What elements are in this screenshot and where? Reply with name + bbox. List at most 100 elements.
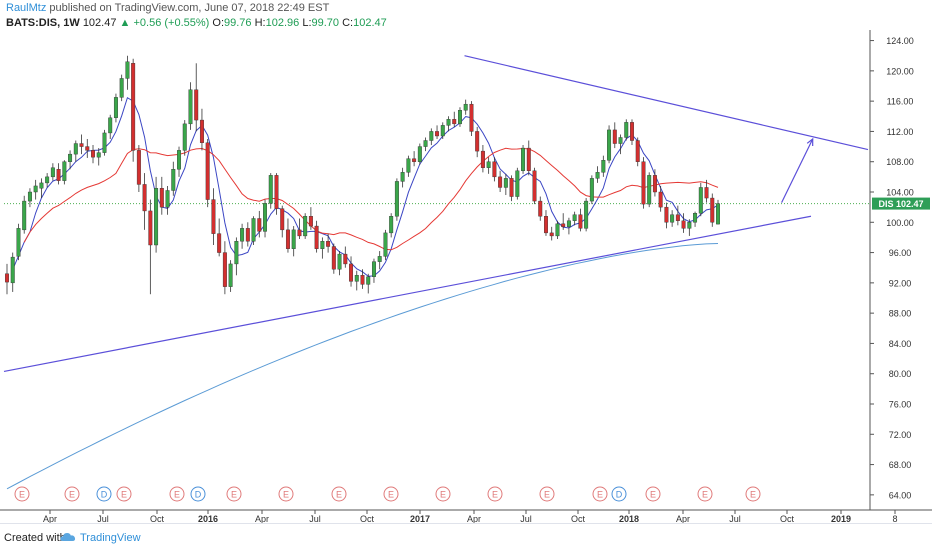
candle-body — [578, 214, 583, 229]
x-tick-label: Apr — [676, 514, 690, 523]
x-tick-label: 8 — [892, 514, 897, 523]
candle-body — [303, 216, 308, 237]
candle — [119, 74, 124, 102]
candle-body — [509, 178, 514, 197]
candle-body — [624, 122, 629, 138]
dividend-event-icon: D — [190, 486, 206, 502]
candle-body — [687, 222, 692, 229]
event-circle — [96, 486, 112, 502]
candle-body — [85, 146, 90, 151]
candle-body — [595, 172, 600, 179]
candle-body — [475, 131, 480, 152]
y-tick-label: 112.00 — [887, 127, 914, 137]
candle — [251, 216, 256, 245]
candle-body — [521, 147, 526, 171]
candle — [159, 176, 164, 215]
candle — [228, 260, 233, 292]
candle-body — [16, 228, 21, 257]
ma-fast-line — [12, 96, 719, 277]
candle-body — [457, 110, 462, 125]
tradingview-brand[interactable]: TradingView — [80, 532, 141, 544]
candle-body — [377, 256, 382, 262]
candle-body — [435, 131, 440, 137]
candle — [234, 237, 239, 276]
candle — [108, 114, 113, 139]
candle — [148, 199, 153, 295]
candle-body — [245, 228, 250, 242]
candle-body — [240, 228, 245, 242]
candle-body — [177, 150, 181, 170]
candle — [417, 143, 422, 165]
candle-body — [532, 170, 537, 202]
candle — [96, 148, 101, 166]
candle-body — [538, 200, 543, 217]
candle — [716, 199, 720, 225]
candle-body — [383, 232, 388, 257]
candle-body — [630, 122, 634, 141]
candle-body — [681, 220, 686, 229]
candle-body — [343, 253, 348, 265]
support-trendline — [3, 215, 812, 373]
candle — [641, 157, 646, 209]
candle — [572, 211, 577, 226]
candle — [205, 139, 210, 208]
candle — [687, 219, 692, 236]
candle-body — [211, 199, 216, 234]
candle — [710, 193, 715, 227]
candle — [125, 55, 130, 90]
author-link[interactable]: RaulMtz — [6, 2, 47, 14]
x-tick-label: Oct — [150, 514, 165, 523]
event-label: E — [283, 490, 289, 500]
tradingview-cloud-icon — [60, 533, 76, 541]
candle-body — [159, 188, 164, 208]
x-tick-label: Oct — [571, 514, 586, 523]
candle — [171, 161, 176, 196]
candle — [303, 213, 308, 239]
candle — [423, 137, 428, 152]
candle — [280, 205, 285, 238]
y-tick-label: 80.00 — [889, 369, 912, 379]
event-label: E — [544, 490, 550, 500]
earnings-event-icon: E — [697, 486, 713, 502]
price-chart[interactable]: E E D E E D E E E E E E E E D E E E 124.00 120.00 116.00 112… — [0, 0, 932, 523]
candle — [33, 179, 38, 200]
candle-body — [79, 143, 84, 147]
candle-body — [371, 261, 376, 277]
candle — [612, 122, 617, 149]
candle — [257, 210, 262, 238]
candle-body — [291, 229, 296, 249]
candle — [664, 202, 669, 229]
candle-body — [589, 178, 594, 202]
candle — [79, 134, 84, 155]
axes-group — [0, 30, 932, 514]
candle-body — [171, 169, 176, 191]
candle — [589, 175, 594, 205]
published-text: published on TradingView.com, June 07, 2… — [49, 2, 330, 14]
candle — [377, 251, 382, 270]
candle-body — [205, 142, 210, 200]
price-tag-value: 102.47 — [896, 199, 924, 209]
candle — [22, 195, 27, 234]
candle — [440, 122, 445, 139]
earnings-event-icon: E — [645, 486, 661, 502]
candle-body — [635, 140, 640, 162]
price-tag-box — [872, 197, 930, 210]
candle — [274, 173, 279, 215]
candle — [549, 226, 554, 241]
candle-body — [125, 61, 130, 79]
candle-body — [503, 178, 508, 188]
candle — [498, 170, 503, 192]
candle-body — [675, 214, 680, 221]
change-value: +0.56 (+0.55%) — [133, 17, 210, 29]
earnings-event-icon: E — [116, 486, 132, 502]
candle — [635, 137, 640, 167]
price-tag: DIS 102.47 — [872, 197, 930, 210]
y-tick-label: 116.00 — [887, 97, 914, 107]
candle-body — [337, 253, 342, 270]
candle-body — [658, 191, 663, 208]
candle-body — [544, 216, 548, 234]
candle — [285, 218, 290, 253]
candle-body — [561, 223, 566, 228]
event-label: D — [101, 490, 108, 500]
candle-body — [234, 241, 239, 265]
